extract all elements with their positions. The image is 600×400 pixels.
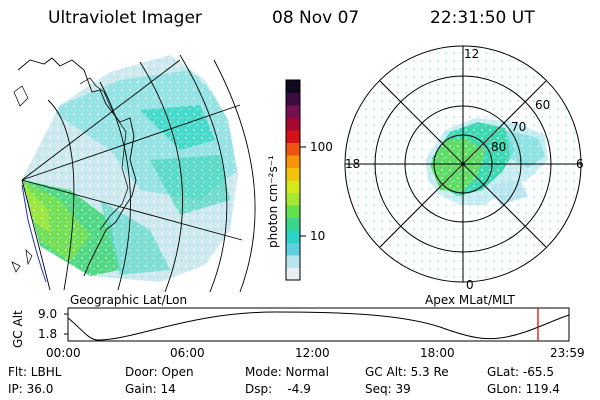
colorbar-tick-10: 10 xyxy=(310,229,325,243)
info-door: Door: Open xyxy=(125,365,194,379)
geographic-image xyxy=(11,54,256,293)
info-ip: IP: 36.0 xyxy=(8,382,54,396)
observation-date: 08 Nov 07 xyxy=(272,8,360,28)
info-filter: Flt: LBHL xyxy=(8,365,62,379)
orbit-xtick-1800: 18:00 xyxy=(420,346,455,360)
colorbar-segment xyxy=(286,155,300,168)
orbit-plot xyxy=(64,307,570,342)
info-gc-alt: GC Alt: 5.3 Re xyxy=(365,365,449,379)
colorbar-segment xyxy=(286,205,300,218)
orbit-ylabel: GC Alt xyxy=(11,310,25,348)
mlat-label-70: 70 xyxy=(511,120,526,134)
orbit-xtick-0600: 06:00 xyxy=(170,346,205,360)
info-gain: Gain: 14 xyxy=(125,382,176,396)
colorbar-segment xyxy=(286,167,300,181)
colorbar xyxy=(285,79,301,281)
info-glon: GLon: 119.4 xyxy=(487,382,560,396)
mlt-label-12: 12 xyxy=(464,47,479,61)
colorbar-border xyxy=(285,79,301,281)
orbit-xtick-2359: 23:59 xyxy=(550,346,585,360)
orbit-xtick-0000: 00:00 xyxy=(46,346,81,360)
colorbar-tick-100: 100 xyxy=(310,140,333,154)
colorbar-segment xyxy=(286,230,300,243)
info-mode: Mode: Normal xyxy=(245,365,329,379)
mlat-label-80: 80 xyxy=(491,140,506,154)
colorbar-segment xyxy=(286,217,300,231)
colorbar-segment xyxy=(286,117,300,131)
colorbar-unit-label: photon cm⁻²s⁻¹ xyxy=(266,155,280,248)
colorbar-ticks: 100 10 xyxy=(300,140,333,243)
polar-image xyxy=(344,45,582,283)
info-glat: GLat: -65.5 xyxy=(487,365,554,379)
left-panel-caption: Geographic Lat/Lon xyxy=(70,293,188,307)
colorbar-segment xyxy=(286,92,300,106)
colorbar-segment xyxy=(286,192,300,206)
observation-time: 22:31:50 UT xyxy=(430,8,535,28)
right-panel-caption: Apex MLat/MLT xyxy=(425,293,515,307)
mlat-label-60: 60 xyxy=(535,98,550,112)
colorbar-segment xyxy=(286,130,300,143)
colorbar-segment xyxy=(286,180,300,193)
colorbar-segment xyxy=(286,80,300,93)
colorbar-segment xyxy=(286,255,300,268)
colorbar-segment xyxy=(286,242,300,256)
colorbar-segment xyxy=(286,142,300,156)
orbit-ytick-1-8: 1.8 xyxy=(38,327,57,341)
orbit-ytick-9: 9.0 xyxy=(38,307,57,321)
info-seq: Seq: 39 xyxy=(365,382,411,396)
mlt-label-0: 0 xyxy=(466,278,474,292)
colorbar-segment xyxy=(286,267,300,281)
mlt-label-18: 18 xyxy=(345,157,360,171)
instrument-title: Ultraviolet Imager xyxy=(48,8,202,28)
colorbar-segment xyxy=(286,105,300,118)
info-dsp: Dsp: -4.9 xyxy=(245,382,311,396)
orbit-xtick-1200: 12:00 xyxy=(295,346,330,360)
mlt-label-6: 6 xyxy=(576,157,584,171)
